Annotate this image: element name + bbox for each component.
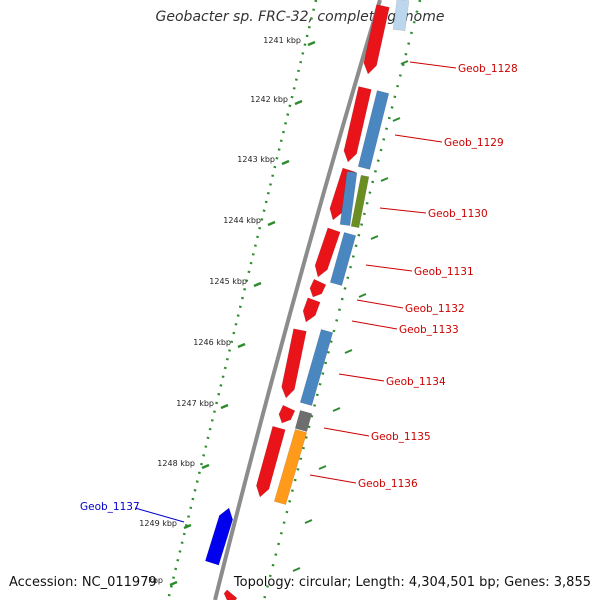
tick-mark xyxy=(183,523,192,530)
gene-label[interactable]: Geob_1133 xyxy=(399,324,459,336)
cds-arrow xyxy=(302,297,321,323)
tick-mark xyxy=(201,463,210,470)
tick-mark xyxy=(237,342,246,349)
feature-block xyxy=(392,0,410,32)
gene-label[interactable]: Geob_1129 xyxy=(444,137,504,149)
inner-scale-dots xyxy=(166,0,318,600)
outer-scale-dots xyxy=(262,0,422,600)
tick-mark xyxy=(294,99,303,106)
tick-label: 1248 kbp xyxy=(157,459,195,468)
cds-arrow xyxy=(281,328,307,399)
topology-text: Topology: circular; Length: 4,304,501 bp… xyxy=(233,575,591,590)
gene-labels: Geob_1128 Geob_1129 Geob_1130 Geob_1131 Geob… xyxy=(80,61,518,523)
feature-block xyxy=(299,328,334,407)
gene-label[interactable]: Geob_1134 xyxy=(386,376,446,388)
cds-arrow xyxy=(223,589,238,600)
feature-block xyxy=(350,174,370,229)
outer-tick-mark xyxy=(370,235,379,240)
tick-label: kbp xyxy=(148,576,163,585)
tick-mark xyxy=(267,220,276,227)
label-leader xyxy=(351,320,398,330)
tick-label: 1249 kbp xyxy=(139,519,177,528)
tick-label: 1241 kbp xyxy=(263,36,301,45)
tick-label: 1246 kbp xyxy=(193,338,231,347)
outer-tick-mark xyxy=(380,177,389,182)
cds-arrow xyxy=(314,227,341,278)
cds-arrow xyxy=(309,278,327,298)
gene-label[interactable]: Geob_1132 xyxy=(405,303,465,315)
gene-label[interactable]: Geob_1130 xyxy=(428,208,488,220)
accession-text: Accession: NC_011979 xyxy=(9,575,157,590)
label-leader xyxy=(338,373,385,382)
tick-label: 1243 kbp xyxy=(237,155,275,164)
label-leader xyxy=(134,507,185,523)
feature-block xyxy=(273,428,308,506)
gene-label[interactable]: Geob_1128 xyxy=(458,63,518,75)
label-leader xyxy=(323,427,370,437)
cds-arrow xyxy=(343,86,372,163)
tick-label: 1244 kbp xyxy=(223,216,261,225)
gene-label[interactable]: Geob_1137 xyxy=(80,501,140,513)
gene-label[interactable]: Geob_1131 xyxy=(414,266,474,278)
genome-backbone xyxy=(213,0,382,600)
outer-tick-mark xyxy=(292,567,301,572)
tick-label: 1242 kbp xyxy=(250,95,288,104)
outer-tick-mark xyxy=(392,117,401,122)
outer-tick-mark xyxy=(318,465,327,470)
cds-arrow xyxy=(363,4,390,75)
gene-features xyxy=(204,0,410,600)
feature-block xyxy=(329,232,357,286)
label-leader xyxy=(356,299,404,309)
tick-mark xyxy=(281,159,290,166)
tick-dots xyxy=(166,0,422,600)
backbone-line xyxy=(213,0,382,600)
outer-tick-mark xyxy=(358,293,367,298)
outer-tick-mark xyxy=(304,519,313,524)
gene-label[interactable]: Geob_1136 xyxy=(358,478,418,490)
outer-tick-mark xyxy=(344,349,353,354)
cds-arrow xyxy=(256,425,286,498)
tick-label: 1245 kbp xyxy=(209,277,247,286)
tick-mark xyxy=(307,40,316,47)
feature-block xyxy=(294,410,313,432)
gene-label[interactable]: Geob_1135 xyxy=(371,431,431,443)
label-leader xyxy=(394,134,443,143)
tick-label: 1247 kbp xyxy=(176,399,214,408)
feature-block xyxy=(357,90,390,170)
label-leader xyxy=(309,474,357,484)
tick-mark xyxy=(220,403,229,410)
label-leader xyxy=(365,264,413,272)
feature-block xyxy=(339,171,358,226)
label-leader xyxy=(409,61,457,69)
reverse-gene-arrow xyxy=(204,507,234,566)
label-leader xyxy=(379,207,427,214)
kbp-ticks: 1241 kbp 1242 kbp 1243 kbp 1244 kbp 1245 kbp… xyxy=(139,36,409,587)
outer-tick-mark xyxy=(400,60,409,65)
tick-mark xyxy=(169,580,178,587)
cds-arrow xyxy=(278,404,296,424)
tick-mark xyxy=(253,281,262,288)
outer-tick-mark xyxy=(332,407,341,412)
